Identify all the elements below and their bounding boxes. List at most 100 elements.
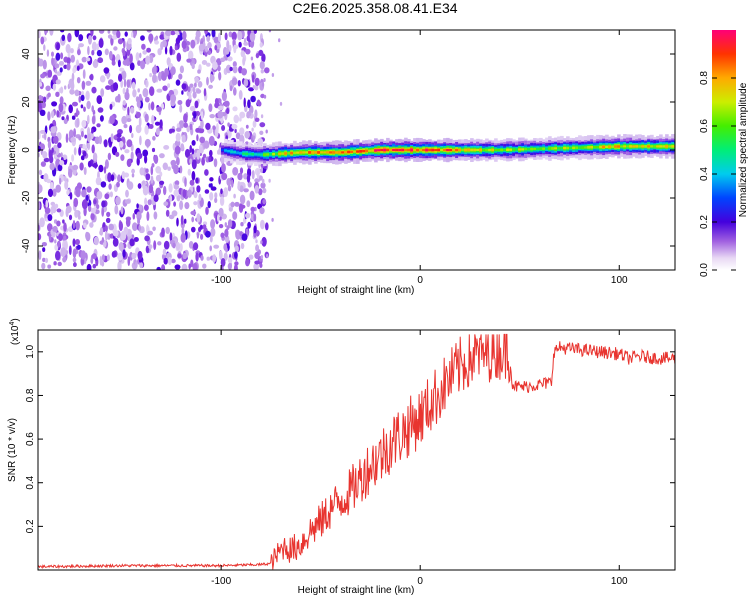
noise-blob [193,242,199,251]
noise-blob [39,217,45,228]
noise-blob [71,154,75,162]
noise-blob [148,102,151,111]
noise-blob [126,79,131,88]
noise-blob [258,49,264,57]
band-cell [278,152,282,155]
band-cell [416,148,420,152]
noise-blob [117,59,121,68]
noise-blob [56,208,62,213]
noise-blob [41,242,48,247]
band-cell [491,148,495,152]
noise-blob [117,38,123,45]
noise-blob [88,35,92,45]
noise-blob [169,45,173,56]
noise-blob [212,254,217,263]
noise-blob [245,124,249,129]
noise-blob [256,169,260,180]
noise-blob [189,105,196,112]
noise-blob [209,235,213,243]
noise-blob [163,201,169,206]
noise-blob [220,155,225,165]
band-cell [287,152,291,155]
noise-blob [131,168,136,174]
noise-blob [165,209,170,217]
noise-blob [224,228,229,238]
noise-blob [92,152,98,162]
noise-blob [208,84,214,89]
noise-blob [167,166,171,171]
noise-blob [198,193,202,202]
noise-blob [224,32,228,41]
noise-blob [124,91,130,101]
noise-blob [246,200,251,208]
noise-blob [176,156,180,166]
noise-blob [150,165,154,176]
noise-blob [60,30,65,33]
noise-blob [190,39,196,49]
noise-blob [142,184,146,190]
noise-blob [178,120,185,129]
noise-blob [114,204,119,215]
noise-blob [164,46,168,55]
noise-blob [220,258,226,267]
noise-blob [247,181,252,188]
band-cell [668,145,672,148]
noise-blob [245,48,251,55]
noise-blob [254,260,260,265]
noise-blob [227,56,233,62]
noise-blob [162,85,168,91]
band-cell [290,151,294,155]
noise-blob [260,166,263,174]
noise-blob [125,217,131,227]
noise-blob [115,196,121,206]
noise-blob [140,60,146,70]
noise-blob [252,135,256,141]
noise-blob [59,177,62,185]
noise-blob [103,139,108,148]
band-cell [458,148,462,152]
noise-blob [155,127,160,136]
noise-blob [96,43,99,51]
noise-blob [217,105,224,111]
noise-blob [86,263,92,270]
noise-blob [159,171,163,177]
noise-blob [45,199,49,209]
noise-blob [217,110,224,119]
noise-blob [194,82,197,88]
noise-blob [163,185,167,196]
noise-blob [144,154,148,164]
noise-blob [261,82,265,87]
noise-blob [87,142,91,151]
noise-blob [173,184,180,190]
noise-blob [38,201,41,210]
noise-blob [243,41,249,46]
band-cell [296,151,300,154]
snr-y-axis-label: SNR (10 * v/v) [7,418,18,482]
snr-y-tick-label: 0.4 [25,475,36,489]
colorbar-tick-label: 0.0 [699,263,710,277]
noise-blob [145,173,151,181]
band-cell [422,148,426,152]
noise-blob [57,240,61,248]
noise-blob [108,79,114,86]
noise-blob [163,145,170,150]
noise-blob [191,159,197,170]
noise-blob [101,254,105,262]
noise-blob [132,222,138,232]
noise-blob [232,211,238,220]
noise-blob [96,204,100,210]
noise-blob [206,76,209,86]
noise-blob [199,224,204,230]
snr-x-axis-label: Height of straight line (km) [298,585,415,596]
noise-blob [191,148,195,155]
band-cell [374,149,378,152]
band-cell [617,145,621,148]
noise-blob [146,211,150,222]
noise-blob [121,115,128,125]
noise-blob [202,41,206,50]
noise-blob [104,159,109,169]
noise-blob [176,52,182,62]
noise-blob [47,69,53,78]
noise-blob [203,88,207,97]
noise-blob [209,114,215,119]
